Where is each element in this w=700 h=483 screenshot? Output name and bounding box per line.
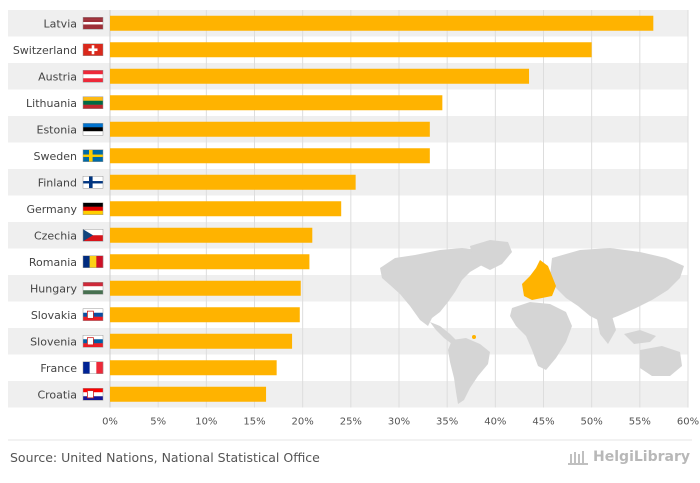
x-tick-label: 10% (195, 417, 217, 428)
x-tick-label: 25% (340, 417, 362, 428)
flag-hungary-icon (82, 282, 104, 295)
category-label: Germany (26, 203, 77, 216)
bar-romania (110, 254, 310, 270)
bar-slovenia (110, 333, 293, 349)
category-label: Latvia (44, 17, 78, 30)
bar-austria (110, 68, 530, 84)
x-tick-label: 20% (292, 417, 314, 428)
category-label: Lithuania (26, 97, 77, 110)
category-label: Austria (38, 70, 77, 83)
bar-czechia (110, 227, 313, 243)
brand-name: HelgiLibrary (593, 449, 690, 465)
map-australia (640, 346, 682, 376)
x-tick-label: 55% (629, 417, 651, 428)
category-label: Estonia (37, 123, 78, 136)
flag-switzerland-icon (82, 43, 104, 56)
flag-czechia-icon (82, 229, 104, 242)
bar-sweden (110, 148, 430, 164)
x-tick-label: 15% (243, 417, 265, 428)
flag-austria-icon (82, 70, 104, 83)
flag-sweden-icon (82, 149, 104, 162)
category-label: Slovenia (30, 335, 77, 348)
map-south-america (448, 338, 490, 404)
library-icon (568, 451, 589, 465)
map-africa (510, 302, 572, 370)
bar-france (110, 360, 277, 376)
source-note: Source: United Nations, National Statist… (10, 450, 320, 465)
map-europe-highlight (522, 260, 556, 300)
x-tick-label: 0% (102, 417, 118, 428)
flag-estonia-icon (82, 123, 104, 136)
flag-slovakia-icon (82, 308, 104, 321)
map-india (596, 314, 616, 344)
x-tick-label: 40% (484, 417, 506, 428)
x-tick-label: 50% (581, 417, 603, 428)
bar-croatia (110, 386, 267, 402)
category-label: Croatia (37, 388, 77, 401)
category-label: Slovakia (31, 309, 77, 322)
flag-finland-icon (82, 176, 104, 189)
map-asia (550, 248, 684, 322)
map-north-america (380, 248, 488, 326)
flag-slovenia-icon (82, 335, 104, 348)
flag-germany-icon (82, 202, 104, 215)
map-caribbean-highlight (472, 335, 476, 339)
category-label: France (40, 362, 77, 375)
map-central-america (430, 322, 456, 344)
bar-estonia (110, 121, 430, 137)
bar-switzerland (110, 42, 592, 58)
brand-logo: HelgiLibrary (567, 448, 690, 466)
bar-finland (110, 174, 356, 190)
flag-lithuania-icon (82, 96, 104, 109)
map-southeast-asia (624, 330, 656, 344)
category-label: Hungary (30, 282, 77, 295)
x-tick-label: 30% (388, 417, 410, 428)
x-tick-label: 5% (150, 417, 166, 428)
category-label: Finland (38, 176, 77, 189)
map-greenland (470, 240, 512, 270)
bar-germany (110, 201, 342, 217)
category-label: Czechia (34, 229, 77, 242)
category-label: Switzerland (13, 44, 77, 57)
category-label: Sweden (34, 150, 77, 163)
flag-latvia-icon (82, 17, 104, 30)
bar-hungary (110, 280, 301, 296)
flag-croatia-icon (82, 388, 104, 401)
category-label: Romania (29, 256, 77, 269)
x-tick-label: 45% (532, 417, 554, 428)
bar-slovakia (110, 307, 300, 323)
bar-latvia (110, 15, 654, 31)
x-tick-label: 60% (677, 417, 699, 428)
x-tick-label: 35% (436, 417, 458, 428)
flag-france-icon (82, 361, 104, 374)
world-map-decoration (380, 240, 684, 404)
bar-lithuania (110, 95, 443, 111)
flag-romania-icon (82, 255, 104, 268)
